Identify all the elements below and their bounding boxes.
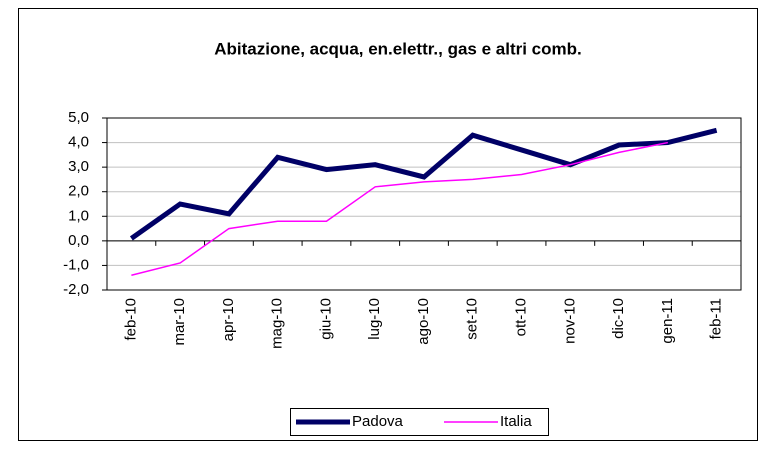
x-tick-label: mar-10 (171, 298, 188, 346)
x-tick-label: apr-10 (220, 298, 237, 341)
x-tick-label: ago-10 (415, 298, 432, 345)
x-tick-label: dic-10 (610, 298, 627, 339)
legend-label: Padova (352, 413, 404, 430)
x-tick-label: nov-10 (561, 298, 578, 344)
x-tick-label: giu-10 (317, 298, 334, 340)
y-tick-label: 1,0 (68, 207, 89, 224)
y-tick-label: -2,0 (63, 281, 89, 298)
y-tick-label: 2,0 (68, 183, 89, 200)
y-tick-label: 4,0 (68, 134, 89, 151)
x-tick-label: set-10 (464, 298, 481, 340)
chart-title: Abitazione, acqua, en.elettr., gas e alt… (214, 39, 582, 58)
x-tick-label: mag-10 (269, 298, 286, 349)
y-tick-label: 0,0 (68, 232, 89, 249)
y-tick-label: -1,0 (63, 256, 89, 273)
x-tick-label: feb-11 (708, 298, 725, 339)
series-line (131, 141, 668, 276)
y-tick-label: 3,0 (68, 158, 89, 175)
y-tick-label: 5,0 (68, 109, 89, 126)
chart-frame (18, 8, 758, 441)
x-tick-label: lug-10 (366, 298, 383, 340)
x-tick-label: feb-10 (122, 298, 139, 341)
plot-border (106, 117, 742, 291)
x-tick-label: gen-11 (659, 298, 676, 344)
x-tick-label: ott-10 (513, 298, 530, 336)
legend-label: Italia (500, 413, 532, 430)
series-line (129, 127, 718, 241)
